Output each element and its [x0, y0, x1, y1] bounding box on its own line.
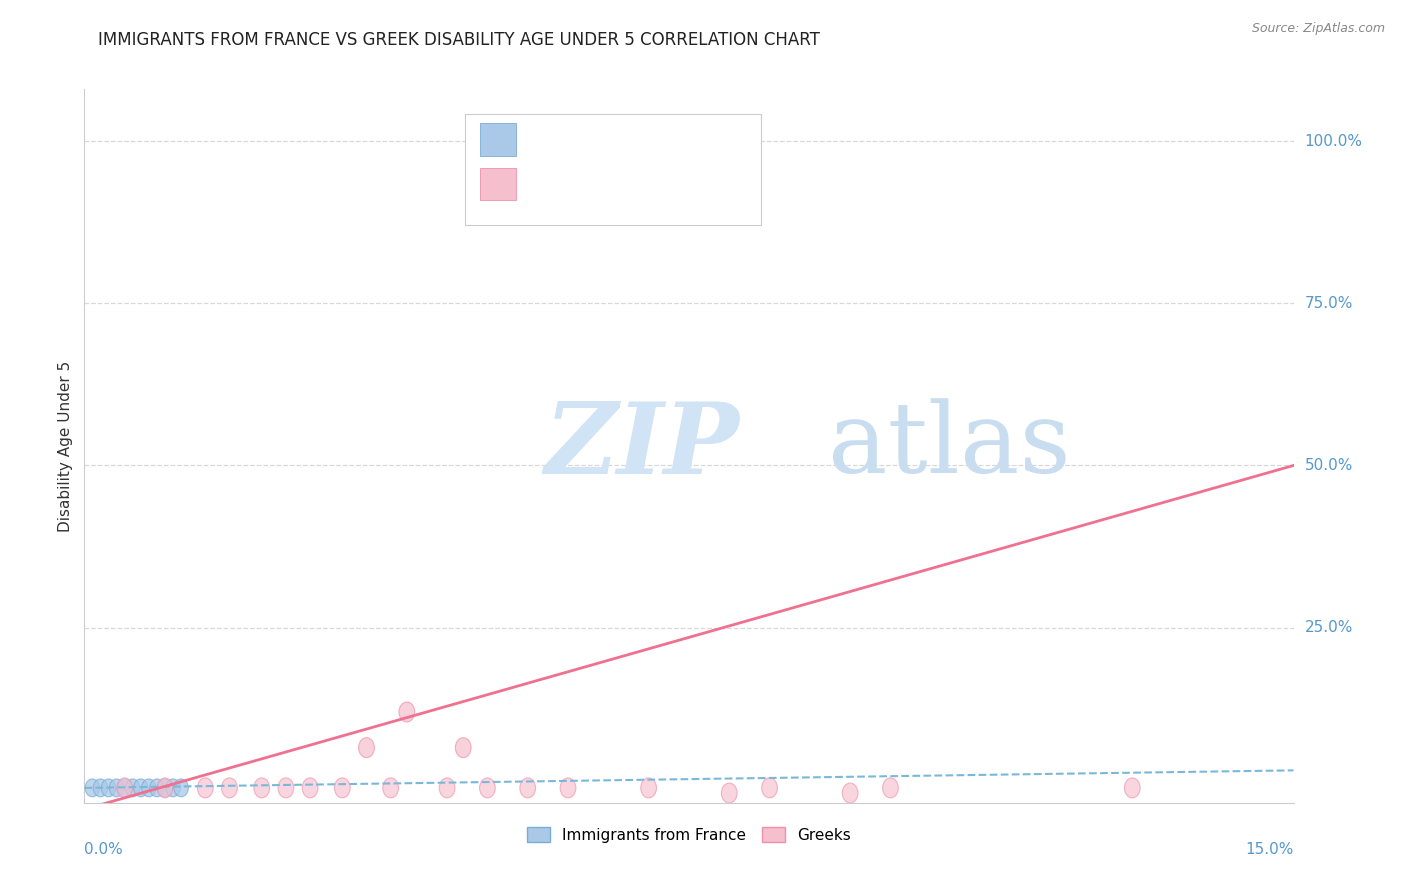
- Ellipse shape: [359, 738, 374, 757]
- Ellipse shape: [456, 738, 471, 757]
- Y-axis label: Disability Age Under 5: Disability Age Under 5: [58, 360, 73, 532]
- Ellipse shape: [479, 778, 495, 797]
- Ellipse shape: [520, 778, 536, 797]
- Text: N =  7: N = 7: [652, 130, 709, 148]
- Ellipse shape: [86, 779, 100, 797]
- FancyBboxPatch shape: [465, 114, 762, 225]
- Ellipse shape: [142, 779, 156, 797]
- Ellipse shape: [110, 779, 124, 797]
- Text: N = 17: N = 17: [652, 175, 716, 193]
- Ellipse shape: [842, 783, 858, 803]
- Ellipse shape: [399, 702, 415, 722]
- Text: atlas: atlas: [828, 398, 1071, 494]
- Ellipse shape: [93, 779, 108, 797]
- Text: 25.0%: 25.0%: [1305, 620, 1353, 635]
- Ellipse shape: [560, 778, 576, 797]
- Text: Source: ZipAtlas.com: Source: ZipAtlas.com: [1251, 22, 1385, 36]
- Ellipse shape: [641, 778, 657, 797]
- Text: 50.0%: 50.0%: [1305, 458, 1353, 473]
- Ellipse shape: [278, 778, 294, 797]
- Ellipse shape: [382, 778, 398, 797]
- Ellipse shape: [335, 778, 350, 797]
- Ellipse shape: [157, 778, 173, 797]
- Ellipse shape: [222, 778, 238, 797]
- Ellipse shape: [883, 778, 898, 797]
- Text: 15.0%: 15.0%: [1246, 842, 1294, 856]
- Text: 0.0%: 0.0%: [84, 842, 124, 856]
- Legend: Immigrants from France, Greeks: Immigrants from France, Greeks: [522, 821, 856, 848]
- Ellipse shape: [149, 779, 165, 797]
- Ellipse shape: [101, 779, 115, 797]
- Text: 75.0%: 75.0%: [1305, 296, 1353, 310]
- Ellipse shape: [721, 783, 737, 803]
- Ellipse shape: [118, 779, 132, 797]
- Ellipse shape: [762, 778, 778, 797]
- Ellipse shape: [197, 778, 214, 797]
- Ellipse shape: [174, 779, 188, 797]
- Ellipse shape: [439, 778, 456, 797]
- Text: IMMIGRANTS FROM FRANCE VS GREEK DISABILITY AGE UNDER 5 CORRELATION CHART: IMMIGRANTS FROM FRANCE VS GREEK DISABILI…: [98, 31, 820, 49]
- FancyBboxPatch shape: [479, 123, 516, 155]
- Ellipse shape: [254, 778, 270, 797]
- Ellipse shape: [302, 778, 318, 797]
- Ellipse shape: [166, 779, 180, 797]
- Ellipse shape: [125, 779, 141, 797]
- Ellipse shape: [1125, 778, 1140, 797]
- Ellipse shape: [681, 128, 697, 154]
- Ellipse shape: [157, 779, 172, 797]
- Text: ZIP: ZIP: [544, 398, 738, 494]
- Text: R = 0.606: R = 0.606: [529, 130, 612, 148]
- Text: 100.0%: 100.0%: [1305, 134, 1362, 149]
- Ellipse shape: [134, 779, 148, 797]
- FancyBboxPatch shape: [479, 168, 516, 200]
- Ellipse shape: [117, 778, 132, 797]
- Text: R = 0.508: R = 0.508: [529, 175, 612, 193]
